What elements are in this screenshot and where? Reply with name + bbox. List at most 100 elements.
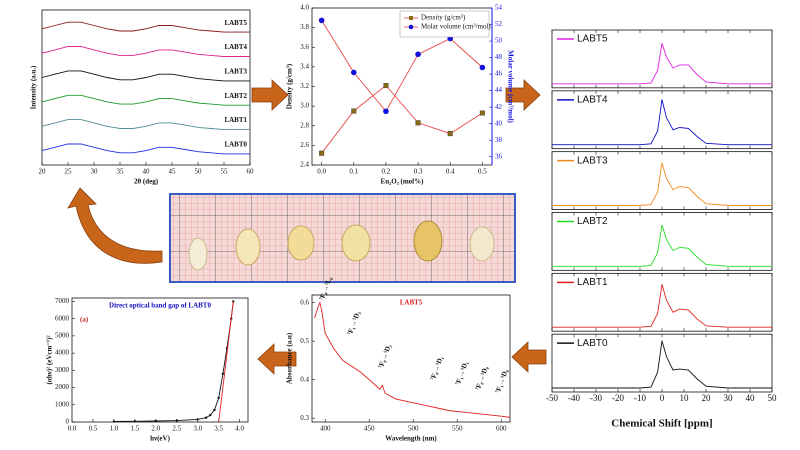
x-axis-label: hν(eV) [150, 435, 171, 443]
x-tick-label: 40 [746, 393, 756, 403]
x-tick-label: 0.0 [68, 425, 77, 433]
plot-frame [41, 9, 251, 166]
x-tick-label: 0.3 [414, 168, 423, 176]
series-line [321, 84, 483, 154]
marker [479, 64, 486, 71]
y-tick-label: 0.4 [300, 375, 309, 383]
annotation: ⁷F₀→⁵D₁ [429, 355, 445, 381]
x-tick-label: 45 [169, 168, 177, 176]
x-tick-label: 2.5 [172, 425, 181, 433]
y-tick-label: 3.8 [300, 23, 309, 31]
x-tick-label: -50 [546, 393, 558, 403]
y2-tick-label: 38 [495, 136, 503, 144]
y2-tick-label: 44 [495, 86, 503, 94]
x-tick-label: 30 [724, 393, 734, 403]
arrows [67, 79, 547, 375]
annotation: ⁷F₁→⁵D₀ [494, 368, 510, 394]
legend-marker [408, 24, 414, 30]
marker [415, 120, 421, 126]
x-tick-label: 60 [247, 168, 255, 176]
x-tick-label: 0.2 [382, 168, 391, 176]
x-tick-label: 600 [496, 425, 507, 433]
chart-title: Direct optical band gap of LABT0 [109, 302, 211, 310]
x-axis-label: Eu₂O₃ (mol%) [381, 178, 425, 186]
marker [209, 413, 212, 417]
series-line [314, 301, 511, 418]
marker [318, 17, 325, 24]
x-tick-label: 40 [143, 168, 151, 176]
y-tick-label: 1000 [55, 400, 70, 408]
y-axis-label: Density (g/cm³) [286, 63, 294, 109]
y-tick-label: 3000 [55, 366, 70, 374]
x-tick-label: 550 [452, 425, 463, 433]
series-line [552, 43, 772, 85]
marker [196, 418, 199, 421]
legend-label: LABT3 [577, 155, 608, 166]
y-tick-label: 0.3 [300, 414, 309, 422]
x-tick-label: 50 [768, 393, 778, 403]
y-tick-label: 3.4 [300, 62, 309, 70]
annotation: ⁷F₁→⁵D₃ [346, 310, 362, 336]
marker [479, 110, 485, 116]
legend-label: Density (g/cm³) [421, 14, 466, 22]
x-tick-label: 0.5 [478, 168, 487, 176]
legend-label: Molar volume (cm³/mol) [421, 23, 491, 31]
x-tick-label: 0 [660, 393, 665, 403]
series-line [552, 284, 772, 328]
y2-tick-label: 42 [495, 103, 503, 111]
series-line [321, 20, 483, 113]
x-axis-label: 2θ (deg) [134, 178, 159, 186]
series-line [41, 119, 250, 131]
y-tick-label: 4.0 [300, 4, 309, 12]
marker [154, 419, 158, 423]
y2-tick-label: 36 [495, 152, 503, 160]
y-tick-label: 0.5 [300, 337, 309, 345]
x-tick-label: 0.4 [446, 168, 455, 176]
panel-label: (a) [80, 316, 89, 324]
x-axis-label: Wavelength (nm) [385, 435, 437, 443]
series-line [552, 224, 772, 267]
marker [350, 69, 357, 76]
annotation: ⁷F₀→⁵D₀ [474, 365, 490, 391]
y2-tick-label: 52 [495, 20, 503, 28]
series-line [552, 340, 772, 389]
series-line [41, 21, 250, 33]
series-label: LABT3 [224, 67, 247, 75]
series-label: LABT5 [224, 19, 247, 27]
plot-frame [71, 297, 249, 423]
marker [175, 419, 178, 422]
marker [415, 51, 421, 58]
series-line [41, 46, 250, 57]
legend-label: LABT4 [577, 94, 608, 105]
series-line [41, 94, 250, 106]
legend-box [399, 10, 490, 38]
y-tick-label: 0.6 [300, 298, 309, 306]
y2-axis-label: Molar volume (cm³/mol) [506, 50, 514, 123]
x-tick-label: 450 [364, 425, 375, 433]
series-line [41, 70, 250, 82]
y-tick-label: 7000 [55, 297, 70, 305]
x-tick-label: 3.5 [214, 425, 223, 433]
y-tick-label: 3.6 [300, 43, 309, 51]
y-tick-label: 6000 [55, 314, 70, 322]
x-tick-label: 3.0 [193, 425, 202, 433]
y-axis-label: (αhν)² (eVcm⁻¹)² [46, 335, 54, 384]
y2-tick-label: 48 [495, 53, 503, 61]
series-label: LABT2 [224, 92, 247, 100]
sample-photo [169, 193, 516, 283]
legend-label: LABT1 [577, 277, 608, 288]
marker [221, 372, 225, 375]
y-tick-label: 2.6 [300, 141, 309, 149]
x-tick-label: 0.0 [317, 168, 326, 176]
marker [213, 408, 216, 412]
annotation: ⁷F₀→⁵D₂ [377, 343, 393, 369]
series-label: LABT4 [224, 43, 247, 51]
x-tick-label: -20 [612, 393, 624, 403]
marker [319, 150, 325, 156]
annotation: ⁷F₁→⁵D₁ [454, 360, 470, 386]
y-tick-label: 3.2 [300, 82, 309, 90]
y-tick-label: 5000 [55, 331, 70, 339]
x-tick-label: -10 [634, 393, 646, 403]
y2-tick-label: 40 [495, 119, 503, 127]
